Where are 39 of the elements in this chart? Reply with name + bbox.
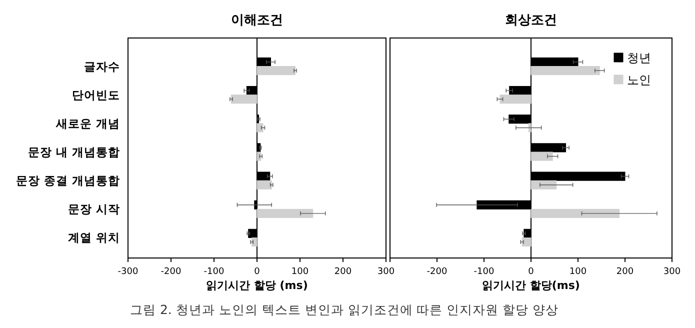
y-tick-label: 새로운 개념 [54,116,120,130]
bar [500,94,532,104]
x-tick-label: 200 [616,267,634,277]
chart-title: 회상조건 [505,13,557,28]
bar [256,180,272,190]
y-tick-label: 문장 시작 [68,202,120,216]
bar [530,208,620,218]
x-axis-title: 읽기시간 할당(ms) [482,279,580,292]
bar [530,66,600,76]
x-tick-label: 0 [254,267,260,277]
y-tick-label: 문장 종결 개념통합 [16,174,120,188]
x-tick-label: 100 [569,267,587,277]
legend-label: 청년 [627,51,651,65]
bar [230,94,258,104]
bar [256,66,296,76]
x-tick-label: 0 [528,267,534,277]
bar [530,180,557,190]
x-tick-label: 200 [334,267,352,277]
x-tick-label: 300 [663,267,681,277]
x-tick-label: -300 [118,267,138,277]
bar [522,237,532,247]
bar [256,123,264,132]
legend-label: 노인 [627,73,651,87]
caption: 그림 2. 청년과 노인의 텍스트 변인과 읽기조건에 따른 인지자원 할당 양상 [130,302,559,317]
y-tick-label: 단어빈도 [72,88,120,102]
x-tick-label: -100 [474,267,494,277]
x-tick-label: 300 [377,267,395,277]
x-axis-title: 읽기시간 할당 (ms) [206,279,308,292]
bar [256,208,314,218]
bar [530,152,553,161]
x-tick-label: 100 [291,267,309,277]
x-tick-label: -200 [426,267,448,277]
y-tick-label: 계열 위치 [68,230,120,245]
x-tick-label: -200 [160,267,182,277]
bar [528,123,532,132]
chart-title: 이해조건 [231,13,283,28]
y-tick-label: 글자수 [84,59,120,74]
y-tick-label: 문장 내 개념통합 [28,145,120,159]
x-tick-label: -100 [204,267,224,277]
